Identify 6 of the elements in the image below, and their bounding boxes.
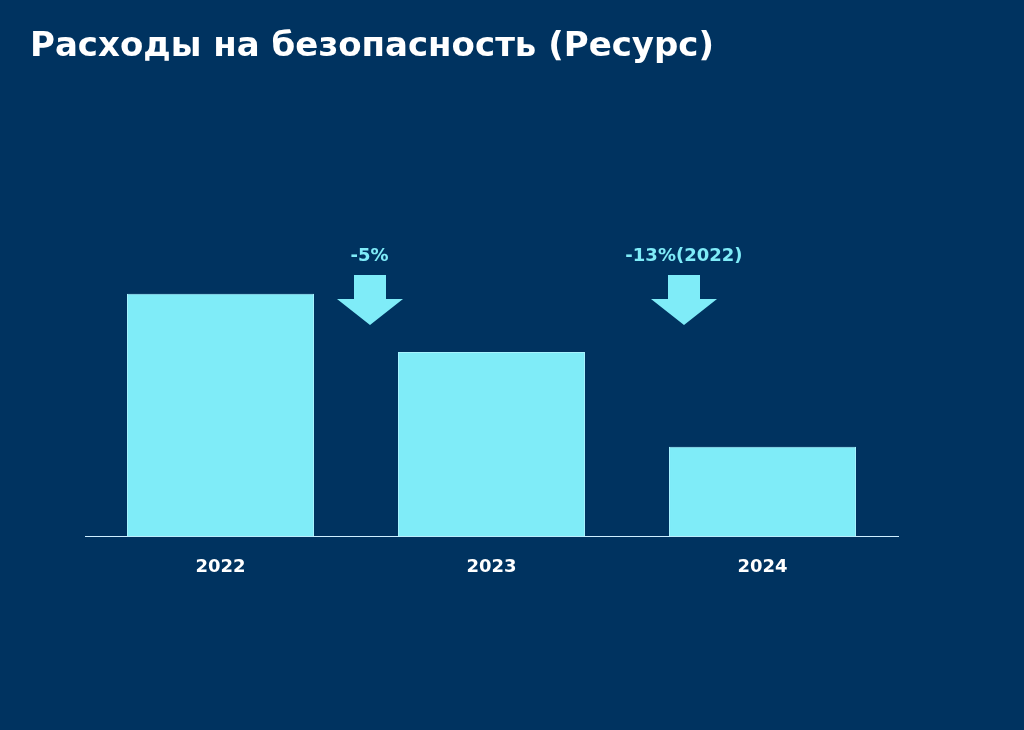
x-tick-label: 2023: [466, 554, 517, 576]
text: -5%: [350, 243, 389, 265]
x-tick-label: 2024: [737, 554, 788, 576]
chart-title: Расходы на безопасность (Ресурс): [30, 24, 715, 64]
text: -13%(2022): [625, 243, 743, 265]
x-tick-label: 2022: [195, 554, 246, 576]
